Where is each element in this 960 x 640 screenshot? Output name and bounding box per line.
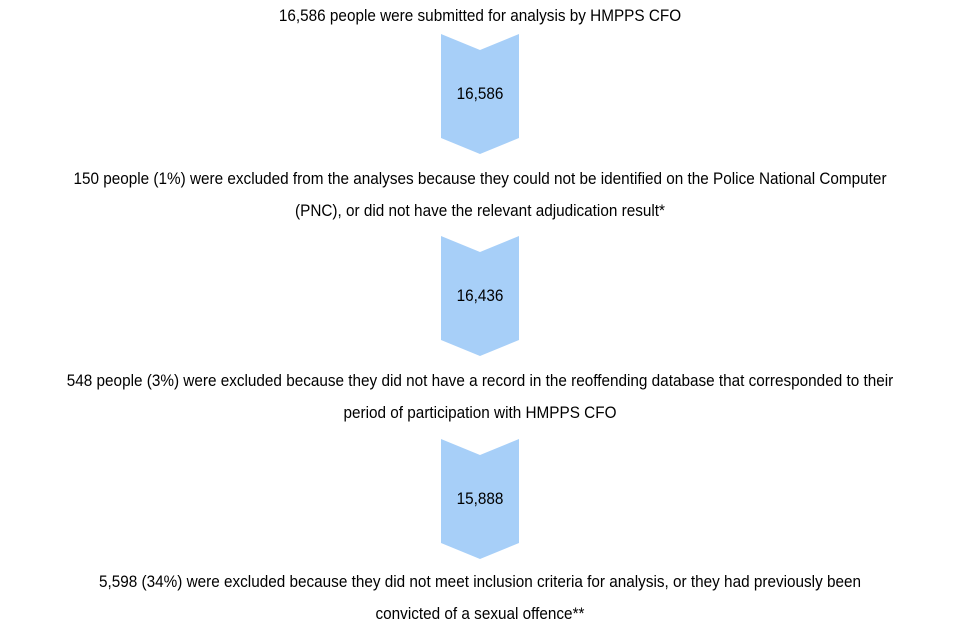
flow-arrow-1: 16,586 bbox=[441, 34, 519, 154]
flow-step-submitted: 16,586 people were submitted for analysi… bbox=[278, 6, 682, 25]
flow-step-criteria-exclusion: 5,598 (34%) were excluded because they d… bbox=[98, 572, 862, 623]
flow-arrow-2: 16,436 bbox=[441, 236, 519, 356]
down-chevron-arrow-shape bbox=[441, 439, 519, 559]
flow-arrow-count: 15,888 bbox=[456, 489, 504, 508]
flow-arrow-3: 15,888 bbox=[441, 439, 519, 559]
down-chevron-arrow-shape bbox=[441, 236, 519, 356]
flow-step-reoffending-exclusion: 548 people (3%) were excluded because th… bbox=[66, 371, 894, 422]
down-chevron-arrow-shape bbox=[441, 34, 519, 154]
flow-arrow-count: 16,586 bbox=[456, 84, 504, 103]
flow-arrow-count: 16,436 bbox=[456, 286, 504, 305]
flow-step-pnc-exclusion: 150 people (1%) were excluded from the a… bbox=[73, 169, 887, 220]
